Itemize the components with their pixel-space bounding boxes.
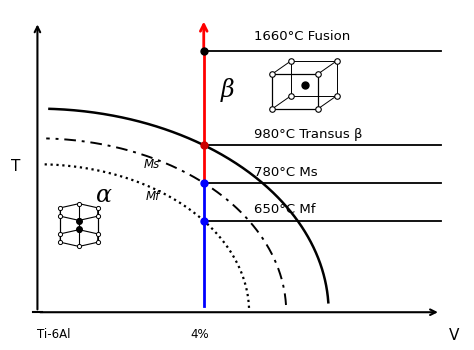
Text: 1660°C Fusion: 1660°C Fusion bbox=[254, 30, 350, 43]
Text: β: β bbox=[220, 78, 234, 102]
Text: α: α bbox=[96, 184, 112, 207]
Text: V: V bbox=[449, 328, 459, 343]
Text: Mf: Mf bbox=[146, 190, 160, 203]
Text: 650°C Mf: 650°C Mf bbox=[254, 203, 315, 216]
Text: 980°C Transus β: 980°C Transus β bbox=[254, 128, 362, 141]
Text: 780°C Ms: 780°C Ms bbox=[254, 166, 317, 178]
Text: Ti-6Al: Ti-6Al bbox=[37, 328, 71, 341]
Text: Ms: Ms bbox=[144, 158, 160, 172]
Text: 4%: 4% bbox=[190, 328, 209, 341]
Text: T: T bbox=[11, 159, 21, 174]
